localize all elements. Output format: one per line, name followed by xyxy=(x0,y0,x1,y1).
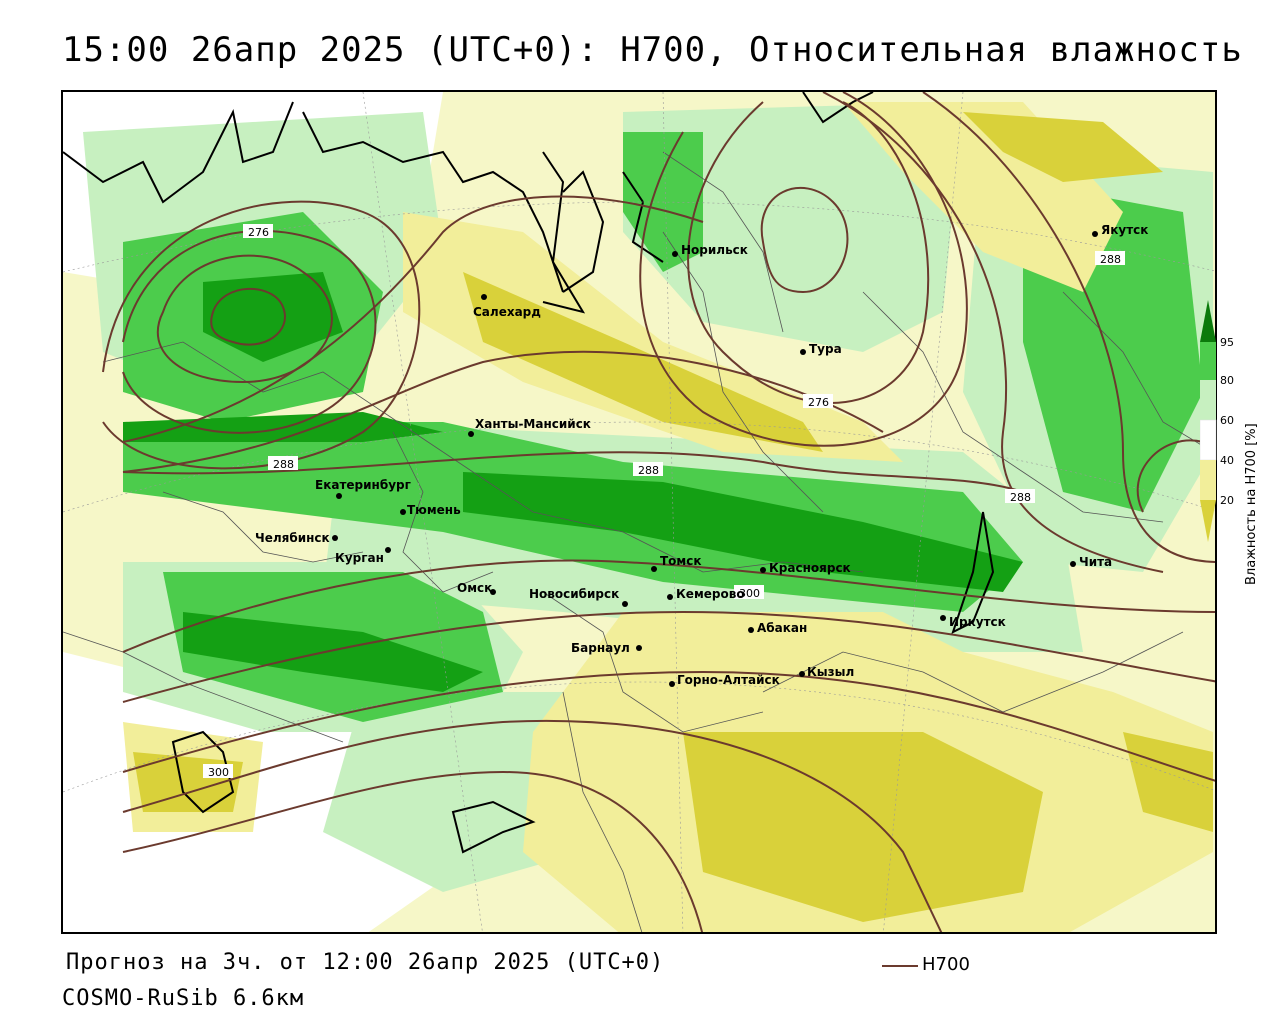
colorbar-tick: 80 xyxy=(1220,374,1234,387)
isoline-label: 276 xyxy=(808,396,829,409)
isoline-label: 288 xyxy=(1010,491,1031,504)
isoline-label: 288 xyxy=(273,458,294,471)
colorbar-segment-60-80 xyxy=(1200,380,1216,420)
colorbar-tick: 40 xyxy=(1220,454,1234,467)
isoline-labels: 276 276 288 288 288 288 300 300 xyxy=(203,224,1125,779)
city-label: Екатеринбург xyxy=(315,478,411,492)
colorbar: 95 80 60 40 20 xyxy=(1199,300,1250,550)
forecast-info: Прогноз на 3ч. от 12:00 26апр 2025 (UTC+… xyxy=(66,950,665,975)
city-label: Якутск xyxy=(1101,223,1148,237)
isoline-label: 288 xyxy=(1100,253,1121,266)
model-name: COSMO-RuSib 6.6км xyxy=(62,986,305,1011)
colorbar-segment-20-40 xyxy=(1200,460,1216,500)
humidity-fields xyxy=(63,92,1215,932)
city-label: Курган xyxy=(335,551,384,565)
map-area: 276 276 288 288 288 288 300 300 Якутск Н… xyxy=(61,90,1217,934)
admin-borders xyxy=(63,151,1214,932)
city-label: Кызыл xyxy=(807,665,854,679)
map-svg: 276 276 288 288 288 288 300 300 Якутск Н… xyxy=(63,92,1215,932)
city-label: Челябинск xyxy=(255,531,330,545)
colorbar-tick: 60 xyxy=(1220,414,1234,427)
city-label: Абакан xyxy=(757,621,807,635)
city-label: Омск xyxy=(457,581,492,595)
city-label: Новосибирск xyxy=(529,587,619,601)
isoline-label: 300 xyxy=(208,766,229,779)
city-label: Горно-Алтайск xyxy=(677,673,780,687)
city-label: Кемерово xyxy=(676,587,745,601)
city-label: Томск xyxy=(660,554,702,568)
city-label: Тюмень xyxy=(407,503,461,517)
isoline-label: 276 xyxy=(248,226,269,239)
chart-title: 15:00 26апр 2025 (UTC+0): H700, Относите… xyxy=(62,30,1243,70)
city-label: Тура xyxy=(809,342,842,356)
colorbar-tick: 95 xyxy=(1220,336,1234,349)
city-label: Барнаул xyxy=(571,641,630,655)
graticule xyxy=(63,92,1215,932)
colorbar-top-arrow xyxy=(1200,300,1216,342)
city-label: Салехард xyxy=(473,305,541,319)
city-label: Чита xyxy=(1079,555,1112,569)
isoline-label: 288 xyxy=(638,464,659,477)
colorbar-title: Влажность на H700 [%] xyxy=(1244,423,1259,585)
city-label: Ханты-Мансийск xyxy=(475,417,591,431)
city-label: Иркутск xyxy=(949,615,1006,629)
colorbar-segment-40-60 xyxy=(1199,419,1217,461)
colorbar-svg: 95 80 60 40 20 xyxy=(1199,300,1234,542)
city-label: Красноярск xyxy=(769,561,851,575)
coastlines xyxy=(63,92,995,854)
city-label: Норильск xyxy=(681,243,748,257)
h700-isolines xyxy=(102,92,1215,932)
colorbar-bottom-arrow xyxy=(1200,500,1216,542)
colorbar-tick: 20 xyxy=(1220,494,1234,507)
isoline-label: 300 xyxy=(739,587,760,600)
colorbar-segment-80-95 xyxy=(1200,342,1216,380)
cities: Якутск Норильск Салехард Тура Ханты-Манс… xyxy=(255,223,1148,687)
h700-legend-label: H700 xyxy=(922,954,970,975)
h700-legend-line xyxy=(882,965,918,967)
